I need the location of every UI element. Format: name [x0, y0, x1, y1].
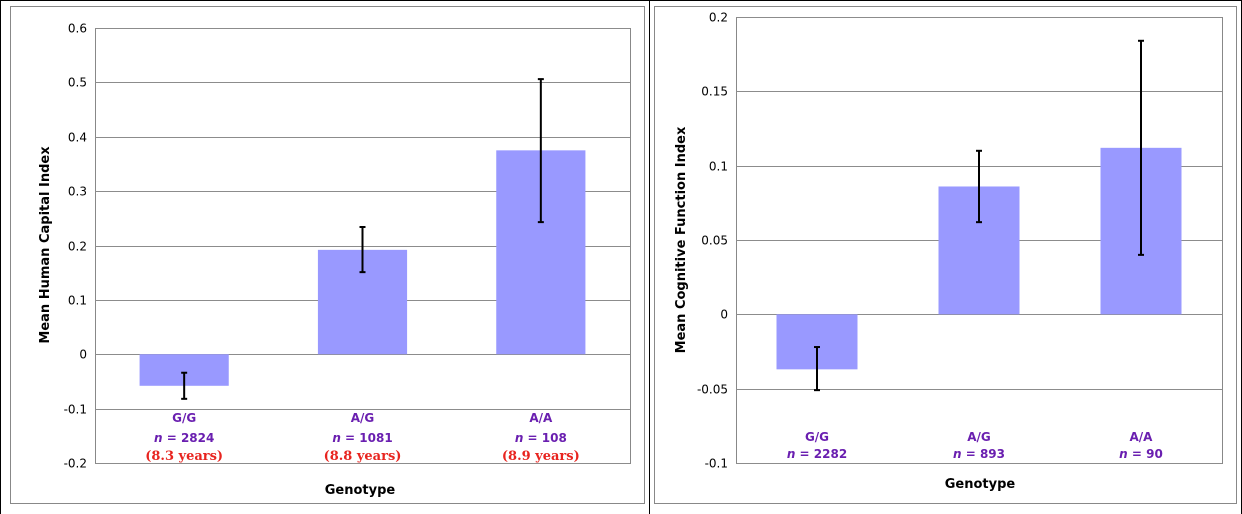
category-label: A/G: [967, 430, 991, 444]
chart-human-capital: -0.2 -0.1 0 0.1 0.2 0.3 0.4 0.5 0.6 G/G n = 2824 (…: [10, 6, 645, 504]
y-tick-label: 0.1: [709, 160, 728, 174]
years-label: (8.9 years): [502, 449, 580, 464]
y-tick-label: -0.2: [64, 457, 87, 471]
category-label: A/G: [351, 411, 375, 425]
n-symbol: n: [787, 447, 796, 461]
n-label: n = 108: [515, 431, 567, 445]
y-tick-label: -0.1: [705, 457, 728, 471]
n-label: n = 1081: [332, 431, 392, 445]
y-axis-label: Mean Human Capital Index: [38, 146, 53, 344]
error-bars: [181, 78, 544, 400]
chart-cognitive-function: -0.1 -0.05 0 0.05 0.1 0.15 0.2 G/G n = 2282 A/G n…: [654, 6, 1237, 504]
y-tick-label: 0.2: [68, 240, 87, 254]
n-label: n = 2282: [787, 447, 847, 461]
y-tick-label: 0: [79, 348, 87, 362]
n-symbol: n: [332, 431, 341, 445]
n-value: = 90: [1128, 447, 1163, 461]
category-label: G/G: [172, 411, 196, 425]
category-label: G/G: [805, 430, 829, 444]
x-axis-label: Genotype: [325, 483, 396, 498]
y-axis-label: Mean Cognitive Function Index: [674, 126, 689, 353]
y-tick-label: 0.3: [68, 185, 87, 199]
y-tick-labels: -0.2 -0.1 0 0.1 0.2 0.3 0.4 0.5 0.6: [64, 22, 87, 471]
chart-area-border: [654, 6, 1237, 504]
n-value: = 108: [523, 431, 566, 445]
n-label: n = 893: [953, 447, 1005, 461]
chart-area-border: [10, 6, 645, 504]
n-symbol: n: [953, 447, 962, 461]
years-label: (8.8 years): [324, 449, 402, 464]
y-tick-label: 0: [720, 308, 728, 322]
y-tick-label: 0.6: [68, 22, 87, 36]
y-tick-labels: -0.1 -0.05 0 0.05 0.1 0.15 0.2: [697, 11, 728, 471]
n-value: = 2824: [163, 431, 215, 445]
y-tick-label: 0.1: [68, 294, 87, 308]
y-tick-label: 0.4: [68, 131, 87, 145]
y-tick-label: 0.05: [701, 234, 728, 248]
n-symbol: n: [1119, 447, 1128, 461]
x-axis-label: Genotype: [945, 477, 1016, 492]
y-tick-label: 0.15: [701, 85, 728, 99]
category-label: A/A: [1130, 430, 1154, 444]
n-value: = 2282: [795, 447, 847, 461]
n-value: = 1081: [341, 431, 393, 445]
years-label: (8.3 years): [145, 449, 223, 464]
y-tick-label: -0.05: [697, 383, 728, 397]
y-tick-label: 0.2: [709, 11, 728, 25]
n-label: n = 2824: [154, 431, 214, 445]
category-label: A/A: [529, 411, 553, 425]
y-tick-label: -0.1: [64, 403, 87, 417]
error-bars: [814, 39, 1144, 392]
n-label: n = 90: [1119, 447, 1163, 461]
n-value: = 893: [962, 447, 1005, 461]
category-labels: G/G n = 2824 (8.3 years) A/G n = 1081 (8.8 ye…: [145, 411, 580, 464]
n-symbol: n: [154, 431, 163, 445]
y-tick-label: 0.5: [68, 76, 87, 90]
n-symbol: n: [515, 431, 524, 445]
